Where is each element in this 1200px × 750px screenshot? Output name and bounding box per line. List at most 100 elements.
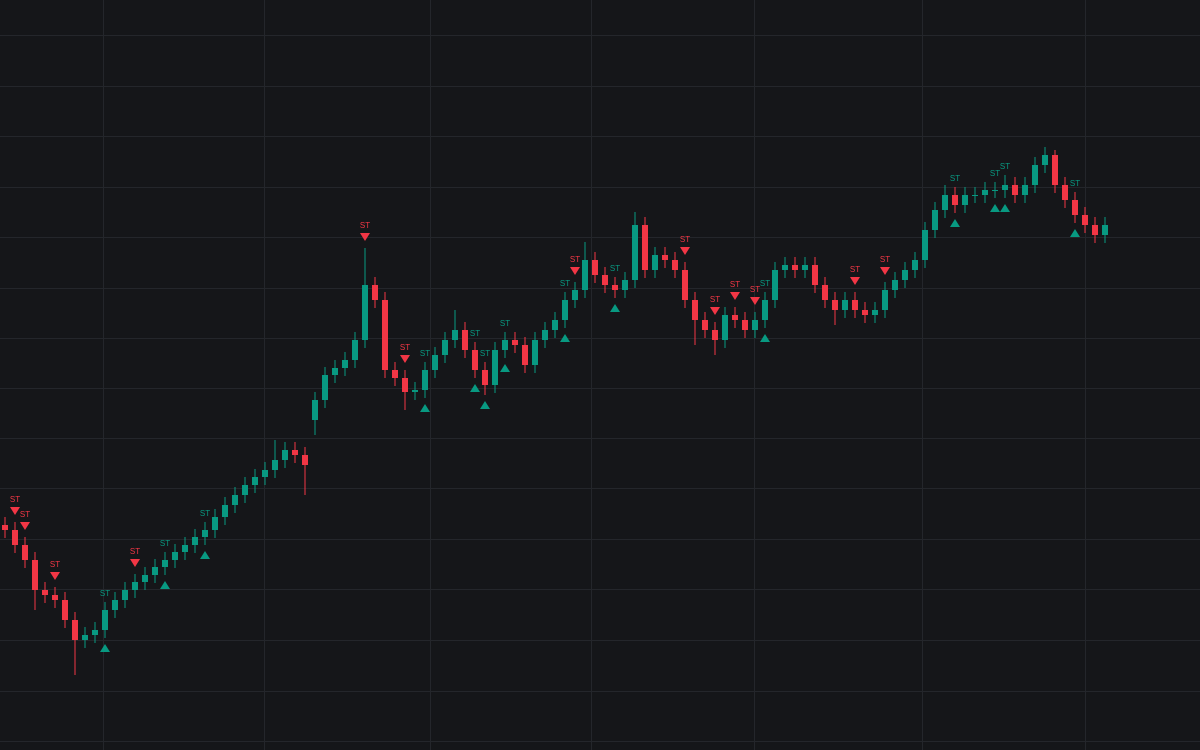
- signal-label: ST: [610, 264, 620, 273]
- candle-body: [362, 285, 368, 340]
- candle-body: [462, 330, 468, 350]
- signal-label: ST: [730, 280, 740, 289]
- candle-body: [912, 260, 918, 270]
- candle-body: [732, 315, 738, 320]
- buy-signal: [990, 204, 1000, 212]
- buy-signal: [1070, 229, 1080, 237]
- sell-signal: [850, 277, 860, 285]
- candle-body: [122, 590, 128, 600]
- candle-body: [602, 275, 608, 285]
- buy-signal: [610, 304, 620, 312]
- candle-body: [202, 530, 208, 537]
- candle-body: [192, 537, 198, 545]
- candle-body: [332, 368, 338, 375]
- candle-body: [822, 285, 828, 300]
- signal-label: ST: [570, 255, 580, 264]
- candle-body: [72, 620, 78, 640]
- candle-body: [772, 270, 778, 300]
- candle-body: [592, 260, 598, 275]
- candle-body: [322, 375, 328, 400]
- candle-body: [232, 495, 238, 505]
- candle-body: [252, 477, 258, 485]
- candle-body: [382, 300, 388, 370]
- candle-body: [1052, 155, 1058, 185]
- sell-signal: [680, 247, 690, 255]
- candle-body: [482, 370, 488, 385]
- candle-body: [852, 300, 858, 310]
- buy-signal: [480, 401, 490, 409]
- buy-signal: [500, 364, 510, 372]
- candle-body: [1022, 185, 1028, 195]
- candle-body: [442, 340, 448, 355]
- signal-label: ST: [950, 174, 960, 183]
- candle-body: [942, 195, 948, 210]
- candle-body: [752, 320, 758, 330]
- candle-body: [782, 265, 788, 270]
- candle-body: [722, 315, 728, 340]
- candle-body: [522, 345, 528, 365]
- candle-body: [212, 517, 218, 530]
- signal-label: ST: [100, 589, 110, 598]
- sell-signal: [710, 307, 720, 315]
- candle-body: [372, 285, 378, 300]
- signal-label: ST: [990, 169, 1000, 178]
- signal-label: ST: [360, 221, 370, 230]
- candle-body: [992, 190, 998, 191]
- candle-body: [532, 340, 538, 365]
- sell-signal: [570, 267, 580, 275]
- candle-body: [292, 450, 298, 455]
- candle-body: [952, 195, 958, 205]
- candle-body: [82, 635, 88, 640]
- signal-label: ST: [470, 329, 480, 338]
- signal-label: ST: [1000, 162, 1010, 171]
- candle-body: [392, 370, 398, 378]
- buy-signal: [200, 551, 210, 559]
- signal-label: ST: [400, 343, 410, 352]
- sell-signal: [880, 267, 890, 275]
- sell-signal: [50, 572, 60, 580]
- candle-body: [1002, 185, 1008, 190]
- candle-body: [872, 310, 878, 315]
- buy-signal: [950, 219, 960, 227]
- candle-body: [542, 330, 548, 340]
- candle-body: [882, 290, 888, 310]
- sell-signal: [750, 297, 760, 305]
- candle-body: [1082, 215, 1088, 225]
- signal-label: ST: [130, 547, 140, 556]
- candle-body: [42, 590, 48, 595]
- candle-body: [452, 330, 458, 340]
- candle-body: [742, 320, 748, 330]
- candle-body: [792, 265, 798, 270]
- signal-label: ST: [160, 539, 170, 548]
- candle-body: [902, 270, 908, 280]
- candle-body: [62, 600, 68, 620]
- candle-body: [152, 567, 158, 575]
- candle-body: [412, 390, 418, 392]
- candle-body: [682, 270, 688, 300]
- candle-body: [222, 505, 228, 517]
- signal-label: ST: [760, 279, 770, 288]
- candle-body: [802, 265, 808, 270]
- candle-body: [142, 575, 148, 582]
- candle-body: [52, 595, 58, 600]
- signal-label: ST: [1070, 179, 1080, 188]
- candle-body: [692, 300, 698, 320]
- signal-label: ST: [420, 349, 430, 358]
- candle-body: [512, 340, 518, 345]
- candle-body: [1102, 225, 1108, 235]
- candle-body: [982, 190, 988, 195]
- candle-body: [472, 350, 478, 370]
- candle-body: [832, 300, 838, 310]
- candle-body: [302, 455, 308, 465]
- candle-body: [672, 260, 678, 270]
- sell-signal: [20, 522, 30, 530]
- buy-signal: [760, 334, 770, 342]
- signal-label: ST: [50, 560, 60, 569]
- candle-body: [932, 210, 938, 230]
- candle-body: [1072, 200, 1078, 215]
- buy-signal: [420, 404, 430, 412]
- signal-label: ST: [850, 265, 860, 274]
- signal-label: ST: [560, 279, 570, 288]
